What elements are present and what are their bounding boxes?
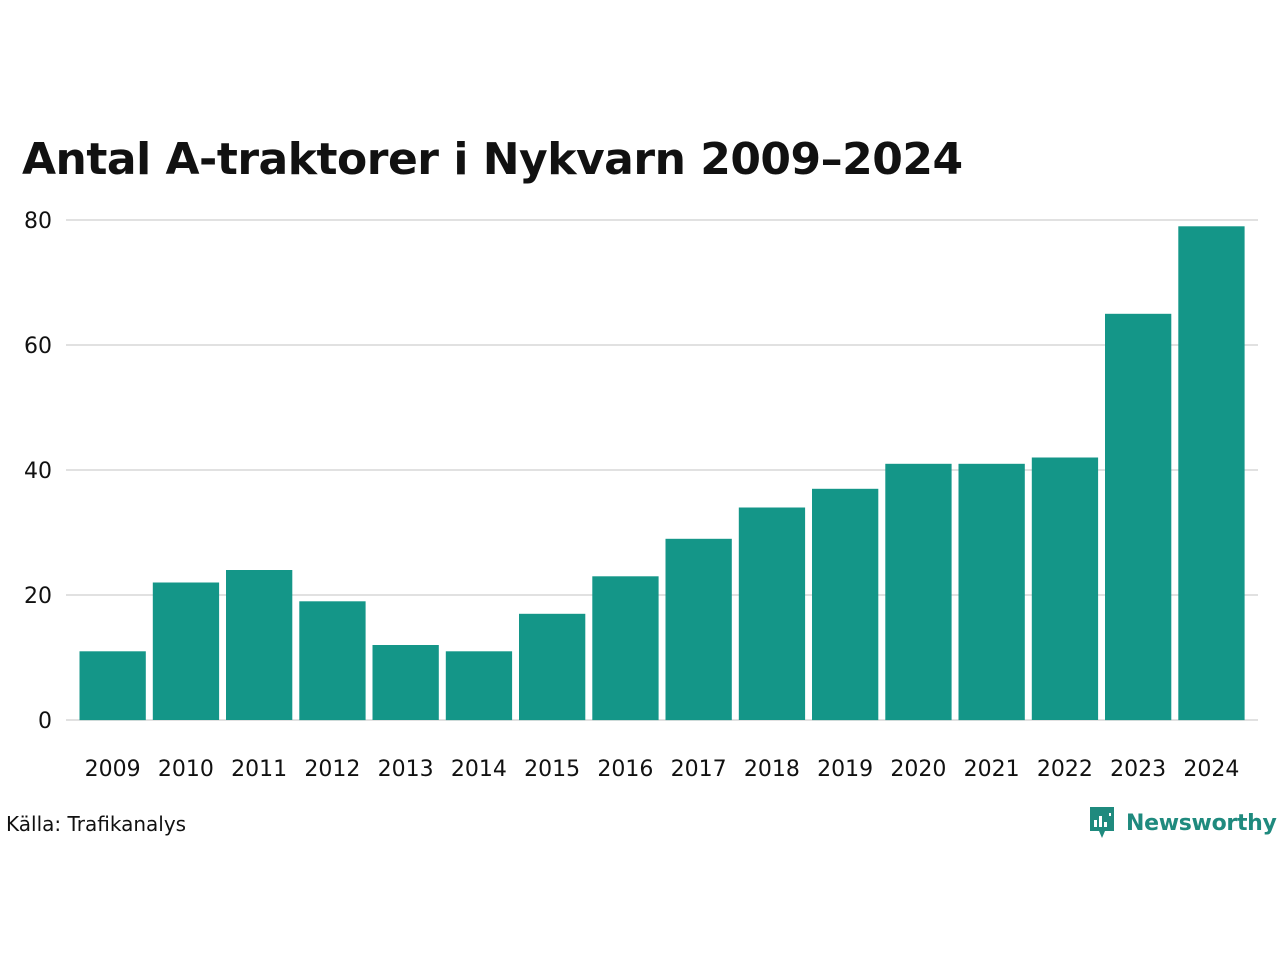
y-tick-label: 0 [38,709,52,734]
bar-2015 [519,613,586,721]
bar-2023 [1105,313,1172,721]
bar-2009 [79,651,146,721]
bar-2016 [592,576,659,721]
bar-2022 [1031,457,1099,720]
x-axis-ticks: 2009 2010 2011 2012 2013 2014 2015 2016 2017 2018… [85,757,1240,782]
x-tick-label: 2013 [378,757,434,782]
x-tick-label: 2021 [964,757,1020,782]
x-tick-label: 2012 [304,757,360,782]
x-tick-label: 2019 [817,757,873,782]
x-tick-label: 2022 [1037,757,1093,782]
y-tick-label: 20 [24,584,52,609]
x-tick-label: 2014 [451,757,507,782]
y-tick-label: 40 [24,459,52,484]
bar-2017 [665,538,732,721]
x-tick-label: 2024 [1183,757,1239,782]
bar-2014 [445,651,513,721]
bar-2013 [372,645,439,720]
x-tick-label: 2018 [744,757,800,782]
source-note: Källa: Trafikanalys [6,812,187,836]
x-tick-label: 2017 [671,757,727,782]
x-tick-label: 2010 [158,757,214,782]
x-tick-label: 2009 [85,757,141,782]
brand-name: Newsworthy [1126,810,1277,836]
x-tick-label: 2023 [1110,757,1166,782]
y-tick-label: 60 [24,334,52,359]
x-tick-label: 2011 [231,757,287,782]
bar-2019 [812,488,879,721]
brand-logo: Newsworthy [1088,803,1277,843]
y-axis-ticks: 0 20 40 60 80 [24,209,52,734]
bar-2011 [226,570,293,720]
newsworthy-logo-icon [1090,807,1114,838]
chart-title: Antal A-traktorer i Nykvarn 2009–2024 [22,134,963,185]
bar-2010 [152,582,220,720]
bar-2012 [299,601,366,721]
bar-2024 [1178,226,1245,721]
x-tick-label: 2015 [524,757,580,782]
bar-2020 [885,463,952,721]
bar-2018 [738,507,806,720]
x-tick-label: 2016 [597,757,653,782]
y-tick-label: 80 [24,209,52,234]
x-tick-label: 2020 [890,757,946,782]
bar-2021 [958,463,1025,721]
bars [79,226,1245,721]
